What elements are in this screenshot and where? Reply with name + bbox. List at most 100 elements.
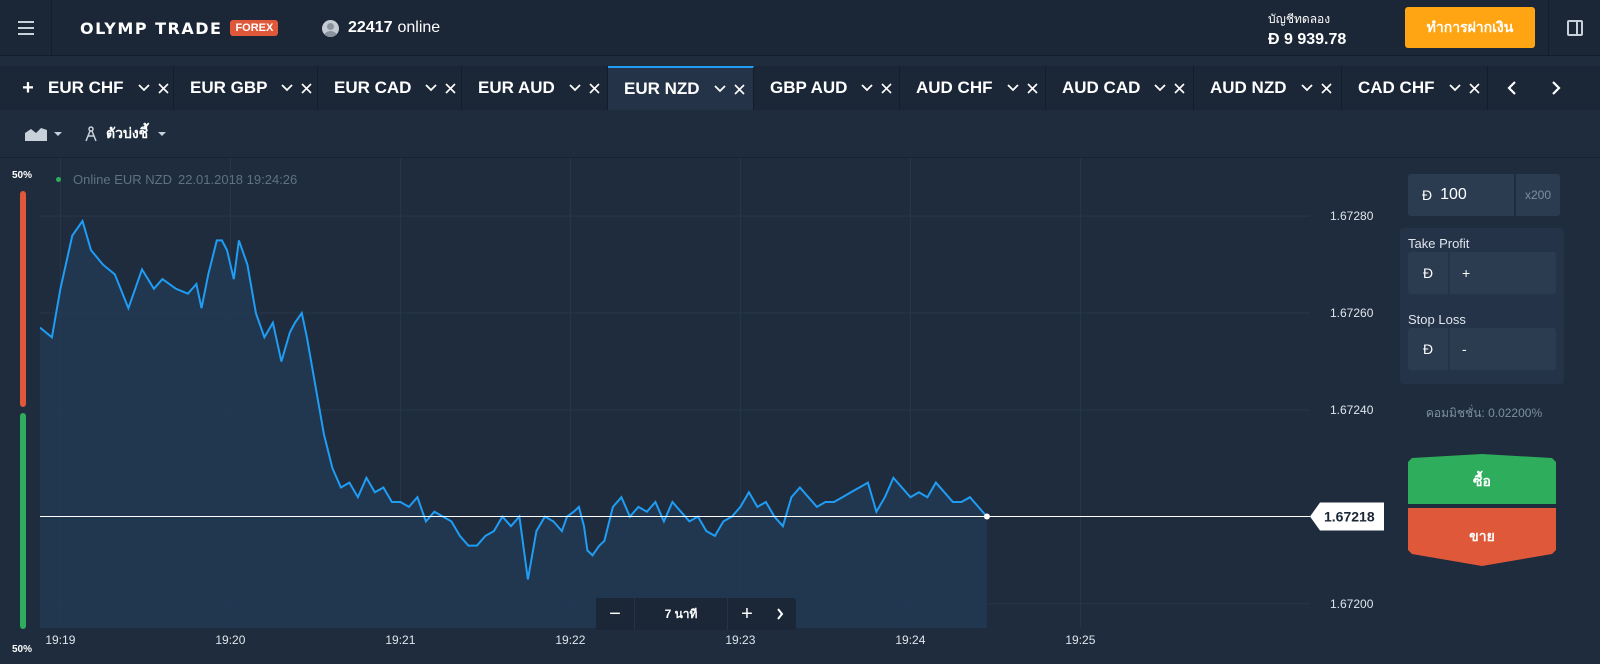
tab-eur-gbp[interactable]: EUR GBP xyxy=(174,66,318,110)
sentiment-buy-percent: 50% xyxy=(12,644,33,655)
x-axis-labels: 19:19 19:20 19:21 19:22 19:23 19:24 19:25 xyxy=(45,633,1095,647)
tab-eur-cad[interactable]: EUR CAD xyxy=(318,66,462,110)
account-type-label: บัญชีทดลอง xyxy=(1268,12,1331,26)
chart-forward-button[interactable] xyxy=(764,598,796,630)
price-area xyxy=(40,221,987,628)
close-icon[interactable] xyxy=(445,82,457,94)
amount-input[interactable]: Đ 100 xyxy=(1408,174,1514,216)
deposit-button[interactable]: ทำการฝากเงิน xyxy=(1405,7,1535,48)
take-profit-label: Take Profit xyxy=(1408,236,1470,251)
close-icon[interactable] xyxy=(1026,82,1039,94)
price-tag-bg xyxy=(1310,502,1384,531)
current-price-dot xyxy=(983,513,990,520)
close-icon[interactable] xyxy=(589,82,601,94)
user-icon xyxy=(322,19,339,37)
y-tick-label: 1.67200 xyxy=(1330,597,1374,611)
sell-button-shape xyxy=(1408,508,1556,566)
menu-button[interactable] xyxy=(0,0,52,56)
sell-label: ขาย xyxy=(1469,528,1495,544)
close-icon[interactable] xyxy=(1174,82,1186,94)
online-indicator: 22417 online xyxy=(322,16,440,40)
tabs-prev-button[interactable] xyxy=(1490,66,1534,110)
zoom-in-button[interactable]: + xyxy=(728,598,766,630)
close-icon[interactable] xyxy=(301,82,313,94)
y-tick-label: 1.67260 xyxy=(1330,306,1374,320)
tab-aud-nzd[interactable]: AUD NZD xyxy=(1194,66,1342,110)
chevron-down-icon[interactable] xyxy=(281,82,294,94)
trade-panel: Đ 100 x200 Take Profit Đ + Stop Loss Đ -… xyxy=(1392,158,1600,664)
chevron-down-icon[interactable] xyxy=(569,82,581,94)
tab-eur-nzd[interactable]: EUR NZD xyxy=(608,66,754,110)
chevron-down-icon[interactable] xyxy=(1448,82,1461,94)
caret-down-icon xyxy=(54,132,62,136)
x-tick-label: 19:21 xyxy=(385,633,415,647)
sentiment-sell-percent: 50% xyxy=(12,170,33,181)
tab-eur-chf[interactable]: EUR CHF xyxy=(46,66,174,110)
add-tab-button[interactable]: + xyxy=(22,76,34,99)
chevron-left-icon xyxy=(1507,81,1516,95)
zoom-out-button[interactable]: − xyxy=(596,598,634,630)
tab-gbp-aud[interactable]: GBP AUD xyxy=(754,66,900,110)
tab-label: CAD CHF xyxy=(1358,78,1435,97)
tab-label: EUR CAD xyxy=(334,78,412,97)
buy-button[interactable]: ซื้อ xyxy=(1408,454,1556,504)
tp-sl-box: Take Profit Đ + Stop Loss Đ - xyxy=(1400,228,1564,384)
close-icon[interactable] xyxy=(1468,82,1481,94)
take-profit-currency: Đ xyxy=(1408,252,1448,294)
stop-loss-input[interactable]: - xyxy=(1450,328,1556,370)
tab-cad-chf[interactable]: CAD CHF xyxy=(1342,66,1488,110)
tab-label: GBP AUD xyxy=(770,78,848,97)
chevron-right-icon xyxy=(1552,81,1561,95)
online-status-dot xyxy=(56,177,61,182)
sell-button[interactable]: ขาย xyxy=(1408,508,1556,566)
indicators-button[interactable]: ตัวบ่งชี้ xyxy=(84,124,168,144)
chart-type-button[interactable] xyxy=(24,124,64,144)
chevron-down-icon[interactable] xyxy=(713,83,726,95)
amount-currency: Đ xyxy=(1422,187,1433,203)
take-profit-input[interactable]: + xyxy=(1450,252,1556,294)
chevron-down-icon[interactable] xyxy=(425,82,438,94)
close-icon[interactable] xyxy=(1320,82,1333,94)
current-price-label: 1.67218 xyxy=(1324,509,1375,525)
x-tick-label: 19:23 xyxy=(725,633,755,647)
indicators-label: ตัวบ่งชี้ xyxy=(106,125,149,141)
online-label: online xyxy=(397,19,441,36)
chevron-down-icon[interactable] xyxy=(1006,82,1019,94)
price-line xyxy=(39,218,988,580)
chevron-down-icon[interactable] xyxy=(1154,82,1167,94)
logo-badge: FOREX xyxy=(230,20,279,36)
layout-icon xyxy=(1566,20,1583,36)
logo-text: OLYMP TRADE xyxy=(80,18,223,38)
tab-label: AUD CHF xyxy=(916,78,993,97)
buy-label: ซื้อ xyxy=(1473,473,1491,489)
menu-icon xyxy=(17,19,34,37)
tab-aud-chf[interactable]: AUD CHF xyxy=(900,66,1046,110)
account-balance: Đ 9 939.78 xyxy=(1268,31,1347,48)
logo[interactable]: OLYMP TRADE FOREX xyxy=(80,16,279,40)
chart-toolbar: ตัวบ่งชี้ xyxy=(0,110,1600,158)
commission-label: คอมมิชชั่น: 0.02200% xyxy=(1425,406,1543,420)
multiplier-selector[interactable]: x200 xyxy=(1516,174,1560,216)
sentiment-buy-bar xyxy=(20,413,26,629)
close-icon[interactable] xyxy=(157,82,170,94)
y-tick-label: 1.67240 xyxy=(1330,403,1374,417)
chevron-down-icon[interactable] xyxy=(137,82,150,94)
tabs-next-button[interactable] xyxy=(1534,66,1578,110)
price-chart[interactable]: 1.67280 1.67260 1.67240 1.67200 19:19 19:20 1… xyxy=(39,158,1392,664)
current-price-tag: 1.67218 xyxy=(1310,502,1384,531)
y-axis-labels: 1.67280 1.67260 1.67240 1.67200 xyxy=(1330,209,1374,611)
close-icon[interactable] xyxy=(733,83,746,95)
chevron-down-icon[interactable] xyxy=(1300,82,1313,94)
account-info[interactable]: บัญชีทดลอง Đ 9 939.78 xyxy=(1268,10,1378,49)
tab-aud-cad[interactable]: AUD CAD xyxy=(1046,66,1194,110)
x-tick-label: 19:20 xyxy=(215,633,245,647)
chevron-down-icon[interactable] xyxy=(861,82,874,94)
online-count: 22417 xyxy=(348,19,393,36)
close-icon[interactable] xyxy=(881,82,893,94)
tab-eur-aud[interactable]: EUR AUD xyxy=(462,66,608,110)
layout-button[interactable] xyxy=(1548,0,1600,56)
caret-down-icon xyxy=(158,132,167,136)
chart-status: Online EUR NZD 22.01.2018 19:24:26 xyxy=(56,172,297,187)
chevron-right-icon xyxy=(777,608,784,620)
